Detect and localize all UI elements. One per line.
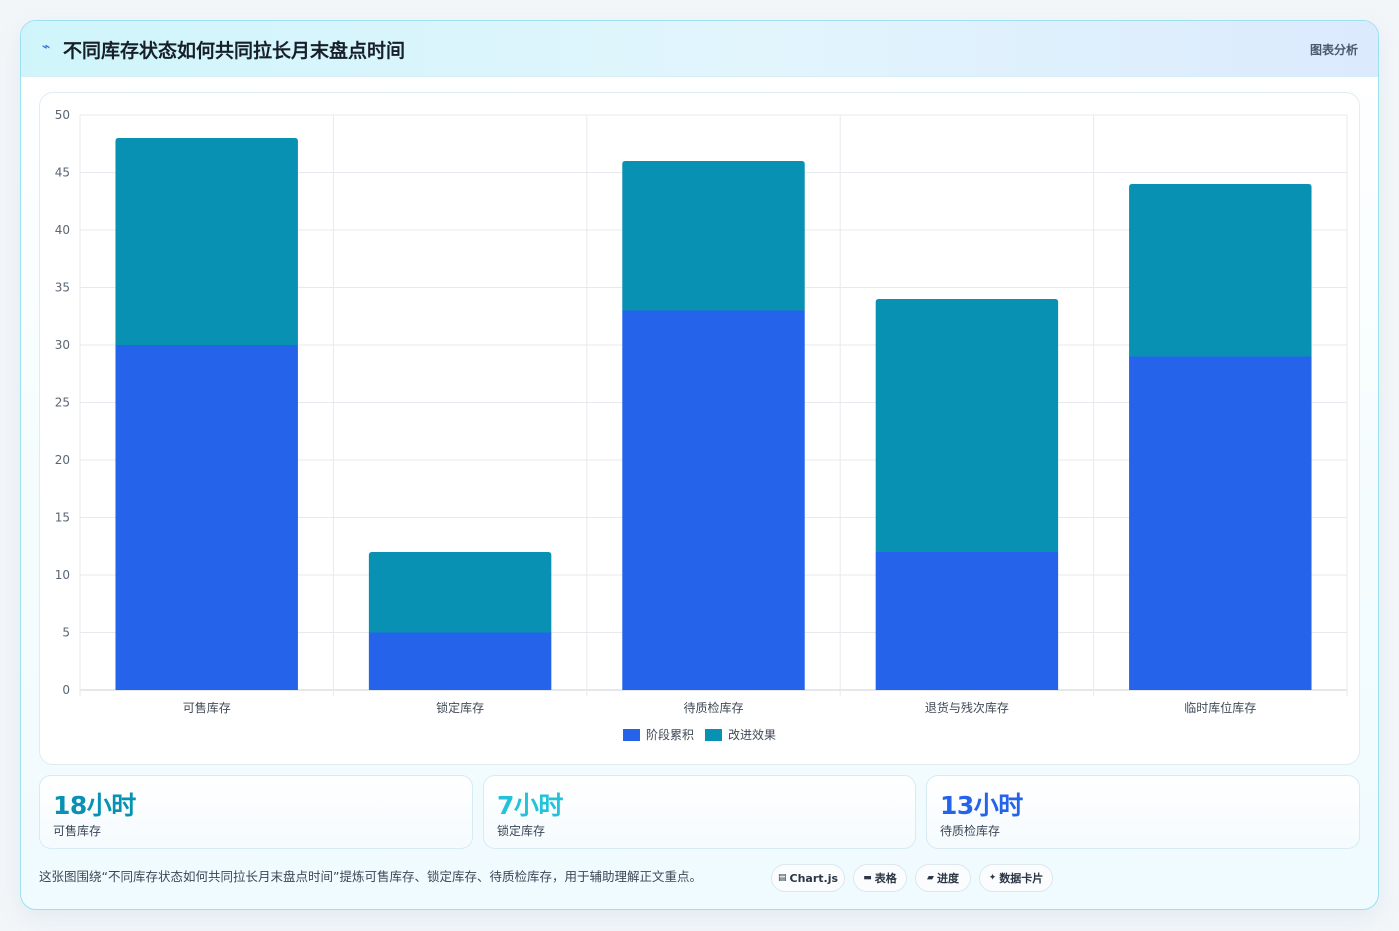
x-tick-label: 锁定库存 bbox=[436, 700, 484, 715]
stacked-bar-chart: 0 5 10 15 20 25 30 35 40 45 50 可售库存 锁定库存 待质检库存 退货与残次库存… bbox=[55, 108, 1348, 742]
legend-label: 改进效果 bbox=[728, 727, 776, 742]
bar-segment bbox=[368, 552, 552, 633]
legend-swatch bbox=[623, 729, 640, 741]
pill-label: 进度 bbox=[936, 872, 959, 885]
stat-label: 锁定库存 bbox=[497, 824, 546, 838]
bar-segment bbox=[368, 632, 552, 690]
table-icon: ▬ bbox=[863, 873, 872, 883]
page-title: 不同库存状态如何共同拉长月末盘点时间 bbox=[63, 40, 406, 62]
pill-progress[interactable]: ▰ 进度 bbox=[915, 864, 971, 892]
footnote: 这张图围绕“不同库存状态如何共同拉长月末盘点时间”提炼可售库存、锁定库存、待质检… bbox=[39, 869, 702, 884]
pill-data-cards[interactable]: ✦ 数据卡片 bbox=[979, 864, 1053, 892]
y-tick-label: 50 bbox=[55, 108, 70, 122]
pill-table[interactable]: ▬ 表格 bbox=[853, 864, 907, 892]
legend-swatch bbox=[705, 729, 722, 741]
chart-analysis-tag: 图表分析 bbox=[1309, 43, 1358, 57]
chart-panel: 0 5 10 15 20 25 30 35 40 45 50 可售库存 锁定库存 待质检库存 退货与残次库存… bbox=[39, 92, 1360, 765]
sparkle-icon: ✦ bbox=[988, 873, 997, 883]
pill-chartjs[interactable]: ▤ Chart.js bbox=[771, 864, 845, 892]
y-tick-label: 10 bbox=[55, 568, 70, 582]
bar-segment bbox=[115, 138, 298, 345]
bar-segment bbox=[622, 310, 805, 690]
pulse-icon: ⌁ bbox=[42, 39, 51, 55]
x-tick-label: 退货与残次库存 bbox=[925, 700, 1009, 715]
legend-label: 阶段累积 bbox=[646, 727, 694, 742]
y-tick-label: 0 bbox=[62, 683, 70, 697]
x-tick-label: 临时库位库存 bbox=[1184, 700, 1256, 715]
stat-label: 待质检库存 bbox=[940, 824, 1001, 838]
x-tick-label: 可售库存 bbox=[183, 700, 231, 715]
progress-icon: ▰ bbox=[927, 873, 934, 883]
y-tick-label: 35 bbox=[55, 281, 70, 295]
stat-value: 18小时 bbox=[53, 791, 136, 820]
bar-segment bbox=[115, 345, 298, 690]
stat-label: 可售库存 bbox=[53, 824, 102, 838]
pill-label: 表格 bbox=[874, 872, 897, 885]
y-tick-label: 25 bbox=[55, 396, 70, 410]
y-tick-label: 45 bbox=[55, 166, 70, 180]
pill-label: 数据卡片 bbox=[999, 872, 1044, 885]
x-tick-label: 待质检库存 bbox=[683, 700, 743, 715]
card-header: ⌁ 不同库存状态如何共同拉长月末盘点时间 图表分析 bbox=[21, 21, 1378, 77]
bar-segment bbox=[1129, 184, 1312, 357]
bar-segment bbox=[1129, 356, 1312, 690]
stat-card-3: 13小时 待质检库存 bbox=[926, 775, 1360, 849]
bar-segment bbox=[875, 299, 1059, 552]
pill-label: Chart.js bbox=[789, 871, 839, 885]
stat-value: 7小时 bbox=[497, 791, 563, 820]
chart-card: ⌁ 不同库存状态如何共同拉长月末盘点时间 图表分析 0 5 10 15 20 25 30 35… bbox=[20, 20, 1379, 910]
y-tick-label: 15 bbox=[55, 511, 70, 525]
y-tick-label: 20 bbox=[55, 453, 70, 467]
stat-value: 13小时 bbox=[940, 791, 1023, 820]
bar-segment bbox=[875, 552, 1059, 690]
y-tick-label: 5 bbox=[62, 626, 70, 640]
chart-icon: ▤ bbox=[777, 873, 787, 883]
y-tick-label: 30 bbox=[55, 338, 70, 352]
stat-card-1: 18小时 可售库存 bbox=[39, 775, 473, 849]
stat-card-2: 7小时 锁定库存 bbox=[483, 775, 916, 849]
y-tick-label: 40 bbox=[55, 223, 70, 237]
bar-segment bbox=[622, 161, 805, 311]
